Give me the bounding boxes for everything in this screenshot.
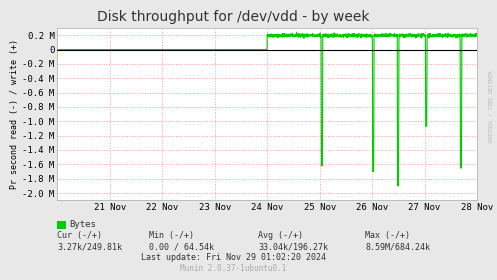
Text: Munin 2.0.37-1ubuntu0.1: Munin 2.0.37-1ubuntu0.1: [180, 264, 287, 273]
Y-axis label: Pr second read (-) / write (+): Pr second read (-) / write (+): [10, 39, 19, 189]
Text: Min (-/+): Min (-/+): [149, 231, 194, 240]
Text: 33.04k/196.27k: 33.04k/196.27k: [258, 242, 329, 251]
Text: RRDTOOL / TOBI OETIKER: RRDTOOL / TOBI OETIKER: [489, 71, 494, 142]
Text: 8.59M/684.24k: 8.59M/684.24k: [365, 242, 430, 251]
Text: 3.27k/249.81k: 3.27k/249.81k: [57, 242, 122, 251]
Text: Bytes: Bytes: [70, 220, 96, 229]
Text: Disk throughput for /dev/vdd - by week: Disk throughput for /dev/vdd - by week: [97, 10, 370, 24]
Text: Cur (-/+): Cur (-/+): [57, 231, 102, 240]
Text: Max (-/+): Max (-/+): [365, 231, 411, 240]
Text: 0.00 / 64.54k: 0.00 / 64.54k: [149, 242, 214, 251]
Text: Avg (-/+): Avg (-/+): [258, 231, 304, 240]
Text: Last update: Fri Nov 29 01:02:20 2024: Last update: Fri Nov 29 01:02:20 2024: [141, 253, 326, 262]
